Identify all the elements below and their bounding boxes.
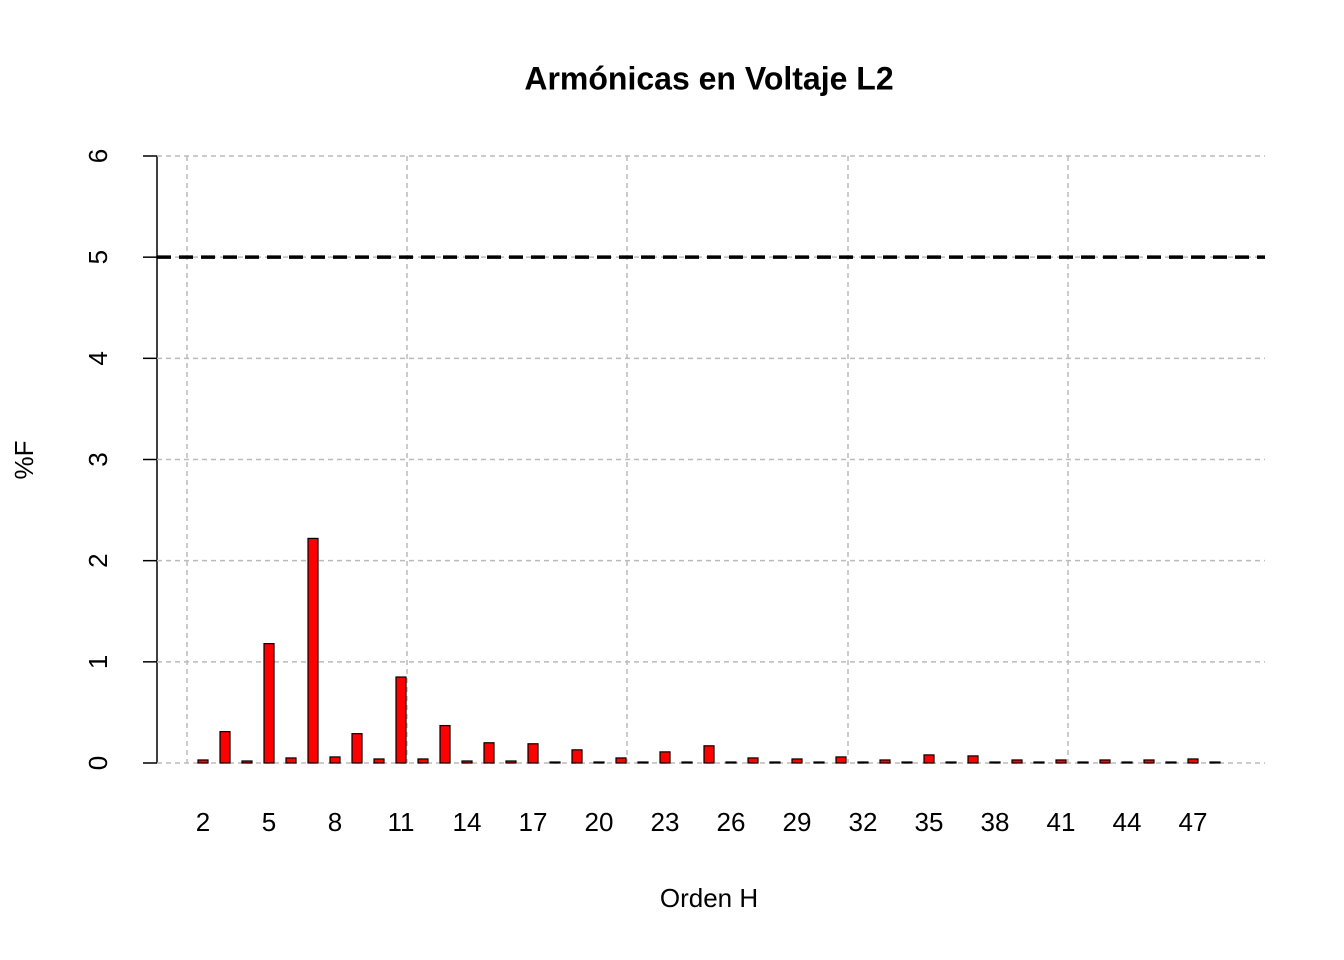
bar xyxy=(879,759,891,764)
bar xyxy=(373,758,385,764)
y-tick-label: 4 xyxy=(83,351,113,365)
bar xyxy=(263,643,275,764)
x-axis-label: Orden H xyxy=(660,883,758,913)
y-tick-label: 0 xyxy=(83,756,113,770)
chart-title: Armónicas en Voltaje L2 xyxy=(524,60,893,96)
bar xyxy=(659,751,671,764)
bar xyxy=(813,761,825,764)
bar xyxy=(395,676,407,764)
bar xyxy=(219,731,231,764)
y-tick-label: 1 xyxy=(83,655,113,669)
x-tick-label: 23 xyxy=(651,807,680,837)
y-tick-label: 3 xyxy=(83,452,113,466)
bar xyxy=(1209,761,1221,764)
bar xyxy=(483,742,495,764)
bar xyxy=(637,761,649,764)
bar xyxy=(1143,759,1155,764)
bar xyxy=(197,759,209,764)
bar xyxy=(461,760,473,764)
bar xyxy=(285,757,297,764)
x-tick-label: 47 xyxy=(1179,807,1208,837)
x-tick-label: 2 xyxy=(196,807,210,837)
bar xyxy=(593,761,605,764)
bar xyxy=(747,757,759,764)
bar xyxy=(923,754,935,764)
bar xyxy=(527,743,539,764)
x-tick-label: 29 xyxy=(783,807,812,837)
bar xyxy=(241,760,253,764)
y-tick-label: 2 xyxy=(83,553,113,567)
bar xyxy=(1077,761,1089,764)
x-tick-label: 14 xyxy=(453,807,482,837)
x-tick-label: 38 xyxy=(981,807,1010,837)
x-tick-label: 8 xyxy=(328,807,342,837)
bar xyxy=(417,758,429,764)
bar xyxy=(681,761,693,764)
y-axis-label: %F xyxy=(9,441,39,480)
bar xyxy=(835,756,847,764)
x-tick-label: 26 xyxy=(717,807,746,837)
y-tick-label: 5 xyxy=(83,250,113,264)
x-tick-label: 11 xyxy=(388,807,415,837)
bar xyxy=(549,761,561,764)
bar xyxy=(857,761,869,764)
bar xyxy=(1033,761,1045,764)
bar xyxy=(439,724,451,764)
bar xyxy=(791,758,803,764)
bar xyxy=(703,745,715,764)
bar xyxy=(945,761,957,764)
x-tick-label: 44 xyxy=(1113,807,1142,837)
bar xyxy=(615,757,627,764)
x-tick-label: 17 xyxy=(519,807,548,837)
bar xyxy=(967,755,979,764)
bar xyxy=(1099,759,1111,764)
bar xyxy=(1011,759,1023,764)
bar xyxy=(329,756,341,764)
bar xyxy=(1055,759,1067,764)
bar xyxy=(1165,761,1177,764)
x-tick-label: 32 xyxy=(849,807,878,837)
bar xyxy=(901,761,913,764)
bar xyxy=(505,760,517,764)
bar xyxy=(307,537,319,764)
x-tick-label: 20 xyxy=(585,807,614,837)
x-tick-label: 35 xyxy=(915,807,944,837)
bar xyxy=(769,761,781,764)
bar xyxy=(1121,761,1133,764)
bar xyxy=(989,761,1001,764)
x-tick-label: 5 xyxy=(262,807,276,837)
bar xyxy=(571,749,583,764)
x-tick-label: 41 xyxy=(1047,807,1076,837)
bar xyxy=(351,733,363,764)
bar xyxy=(1187,758,1199,764)
y-tick-label: 6 xyxy=(83,149,113,163)
bar xyxy=(725,761,737,764)
